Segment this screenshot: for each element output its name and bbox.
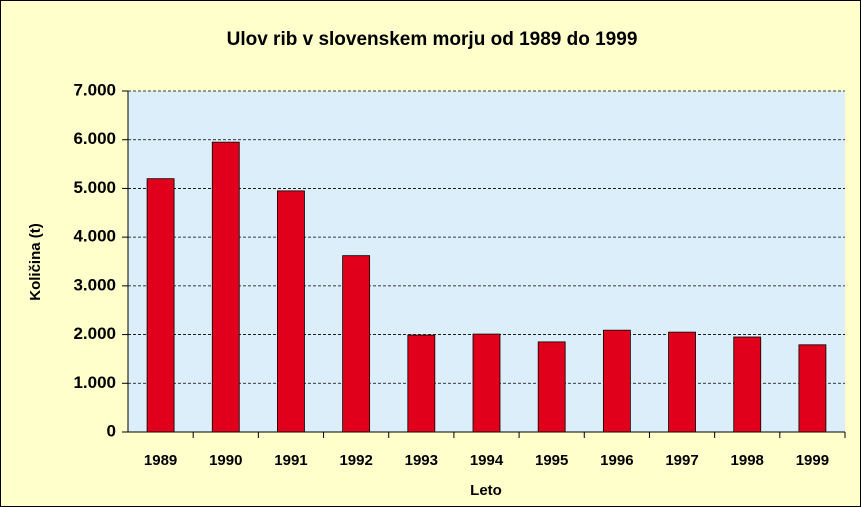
bar bbox=[211, 141, 240, 433]
y-tick-label: 3.000 bbox=[73, 275, 116, 294]
bar bbox=[602, 329, 631, 433]
bar bbox=[733, 336, 762, 433]
y-tick-label: 2.000 bbox=[73, 324, 116, 343]
x-tick-label: 1992 bbox=[339, 452, 372, 469]
bar bbox=[277, 190, 305, 433]
x-tick-label: 1989 bbox=[144, 452, 177, 469]
x-tick-label: 1993 bbox=[405, 452, 438, 469]
y-tick-label: 7.000 bbox=[73, 80, 116, 99]
x-axis-label: Leto bbox=[470, 482, 502, 499]
y-tick-label: 0 bbox=[107, 421, 116, 440]
bar bbox=[407, 334, 436, 433]
x-tick-label: 1995 bbox=[535, 452, 568, 469]
y-tick-label: 4.000 bbox=[73, 227, 116, 246]
x-tick-label: 1996 bbox=[600, 452, 633, 469]
bar bbox=[472, 333, 501, 433]
bar bbox=[537, 341, 566, 433]
x-tick-label: 1998 bbox=[731, 452, 764, 469]
bar bbox=[342, 255, 371, 433]
chart-title: Ulov rib v slovenskem morju od 1989 do 1… bbox=[227, 29, 638, 50]
x-tick-label: 1999 bbox=[796, 452, 829, 469]
x-tick-label: 1997 bbox=[665, 452, 698, 469]
y-tick-label: 1.000 bbox=[73, 373, 116, 392]
x-tick-label: 1990 bbox=[209, 452, 242, 469]
y-axis-label: Količina (t) bbox=[27, 223, 44, 301]
x-tick-label: 1991 bbox=[274, 452, 307, 469]
bar bbox=[146, 178, 175, 433]
y-tick-label: 6.000 bbox=[73, 129, 116, 148]
bar bbox=[798, 344, 827, 433]
x-tick-label: 1994 bbox=[470, 452, 504, 469]
bar bbox=[668, 331, 696, 433]
y-tick-label: 5.000 bbox=[73, 178, 116, 197]
